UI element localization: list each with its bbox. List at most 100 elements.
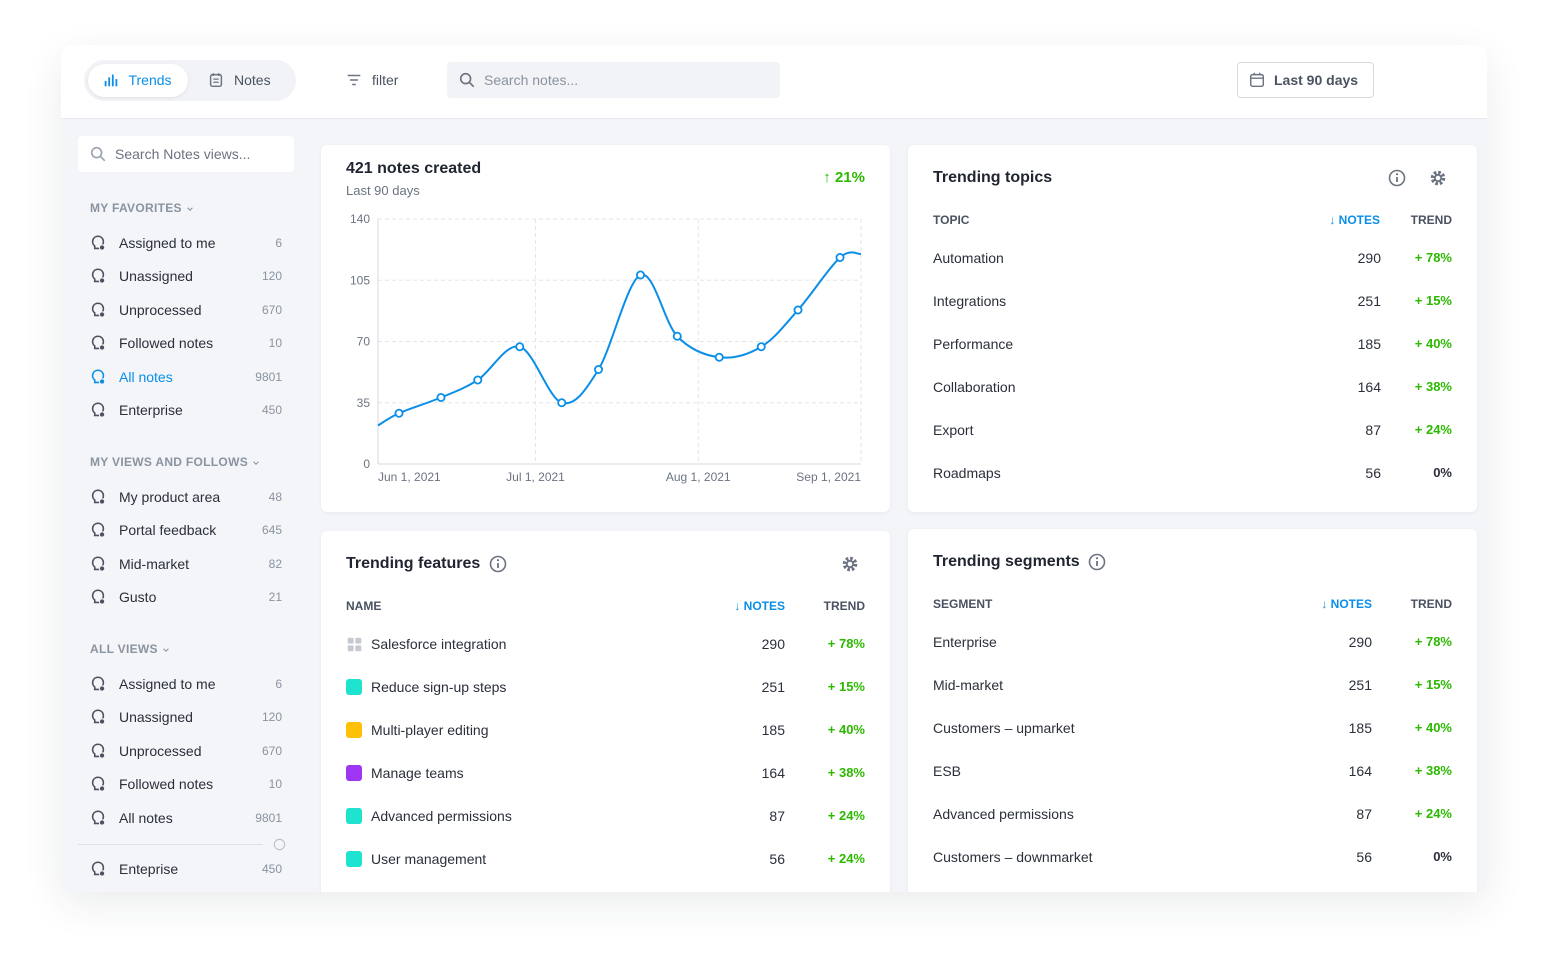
segment-name[interactable]: ESB [933, 763, 962, 779]
topic-name[interactable]: Integrations [933, 293, 1007, 309]
topic-name[interactable]: Export [933, 422, 974, 438]
settings-icon[interactable] [840, 554, 860, 574]
settings-icon[interactable] [1428, 168, 1448, 188]
feature-notes: 56 [769, 851, 785, 867]
search-icon [89, 145, 107, 163]
view-label[interactable]: Unassigned [119, 268, 193, 285]
data-point [515, 342, 525, 352]
view-label[interactable]: Enterprise [119, 402, 183, 418]
info-icon[interactable] [488, 554, 508, 574]
tab[interactable]: Trends [128, 72, 172, 88]
search-icon [458, 71, 476, 89]
feature-trend: + 24% [827, 851, 865, 866]
trending-features-card: Trending features NAME ↓ NOTES TREND Salesfo… [321, 531, 890, 892]
topic-notes: 290 [1357, 250, 1381, 266]
segment-notes: 251 [1348, 677, 1372, 693]
info-icon[interactable] [1387, 168, 1407, 188]
section-header[interactable]: MY FAVORITES [90, 201, 182, 215]
view-count: 9801 [255, 810, 282, 825]
view-icon-glyph [91, 335, 106, 351]
view-label[interactable]: All notes [119, 809, 173, 826]
search-box[interactable] [447, 62, 780, 98]
segment-name[interactable]: Customers – downmarket [933, 849, 1093, 865]
section-header[interactable]: MY VIEWS AND FOLLOWS [90, 455, 248, 469]
view-label[interactable]: Gusto [119, 589, 157, 606]
column-header[interactable]: ↓ NOTES [1321, 597, 1372, 611]
segment-name[interactable]: Enterprise [933, 634, 997, 650]
view-label[interactable]: All notes [119, 368, 173, 385]
view-label[interactable]: Enteprise [119, 861, 179, 877]
feature-notes: 87 [769, 808, 785, 824]
feature-notes: 290 [761, 636, 785, 652]
calendar-icon [1248, 71, 1266, 89]
segment-name[interactable]: Advanced permissions [933, 806, 1074, 822]
settings-icon-glyph [842, 556, 858, 572]
view-icon [89, 334, 107, 352]
view-count: 450 [261, 862, 282, 876]
notes-chart-card: 421 notes created Last 90 days ↑ 21% 0 35 70 1… [321, 145, 890, 512]
topic-notes: 164 [1357, 379, 1381, 395]
topic-notes: 185 [1357, 336, 1381, 352]
help-icon[interactable] [273, 838, 286, 851]
view-label[interactable]: Mid-market [119, 555, 190, 572]
segment-name[interactable]: Mid-market [933, 677, 1004, 693]
topic-trend: 0% [1433, 465, 1452, 480]
topic-name[interactable]: Performance [933, 336, 1014, 352]
view-label[interactable]: Assigned to me [119, 235, 216, 251]
topic-name[interactable]: Automation [933, 250, 1004, 266]
data-point [473, 375, 483, 385]
topic-name[interactable]: Collaboration [933, 379, 1016, 395]
segment-notes: 56 [1356, 849, 1372, 865]
data-point [593, 364, 603, 374]
sidebar: Search Notes views... MY FAVORITES Assigne… [61, 119, 306, 892]
tab-active-pill[interactable] [88, 64, 188, 97]
feature-name[interactable]: Reduce sign-up steps [371, 679, 507, 695]
tab[interactable]: Notes [234, 72, 271, 88]
feature-name[interactable]: User management [371, 851, 487, 867]
view-label[interactable]: Unprocessed [119, 742, 202, 759]
view-label[interactable]: Portal feedback [119, 522, 217, 539]
view-icon [89, 742, 107, 760]
sidebar-search[interactable] [78, 136, 294, 172]
view-label[interactable]: Followed notes [119, 776, 214, 793]
topic-name[interactable]: Roadmaps [933, 465, 1001, 481]
column-header[interactable]: ↓ NOTES [1329, 213, 1380, 227]
column-header[interactable]: ↓ NOTES [734, 599, 785, 613]
feature-trend: + 15% [827, 679, 865, 694]
view-icon [89, 301, 107, 319]
segment-name[interactable]: Customers – upmarket [933, 720, 1075, 736]
view-label[interactable]: Unprocessed [119, 301, 202, 318]
segment-notes: 87 [1356, 806, 1372, 822]
feature-trend: + 24% [827, 808, 865, 823]
filter-icon[interactable] [345, 71, 363, 89]
view-label[interactable]: Unassigned [119, 709, 193, 726]
view-label[interactable]: Assigned to me [119, 676, 216, 692]
view-label[interactable]: My product area [119, 489, 221, 505]
feature-name[interactable]: Manage teams [371, 765, 464, 781]
feature-trend: + 38% [827, 765, 865, 780]
view-icon-glyph [91, 302, 106, 318]
view-count: 48 [268, 490, 282, 504]
search-icon-glyph [459, 72, 475, 88]
filter-button[interactable]: filter [372, 72, 399, 88]
view-label[interactable]: Followed notes [119, 335, 214, 352]
info-icon-glyph [1088, 553, 1106, 571]
feature-name[interactable]: Salesforce integration [371, 636, 507, 652]
feature-swatch [346, 722, 362, 738]
feature-name[interactable]: Multi-player editing [371, 722, 489, 738]
topic-trend: + 40% [1414, 336, 1452, 351]
view-icon [89, 860, 107, 878]
separator [78, 844, 263, 845]
data-point [394, 408, 404, 418]
trending-topics-card: Trending topics TOPIC ↓ NOTES TREND Automati… [908, 145, 1477, 512]
info-icon[interactable] [1087, 552, 1107, 572]
section-header[interactable]: ALL VIEWS [90, 642, 158, 656]
column-header: SEGMENT [933, 597, 993, 611]
view-count: 10 [268, 777, 282, 792]
date-range-button[interactable] [1237, 62, 1374, 98]
segment-trend: + 40% [1414, 720, 1452, 735]
notes-icon-glyph [209, 73, 223, 88]
y-tick-label: 0 [363, 457, 370, 471]
column-header: TOPIC [933, 213, 970, 227]
feature-name[interactable]: Advanced permissions [371, 808, 512, 824]
